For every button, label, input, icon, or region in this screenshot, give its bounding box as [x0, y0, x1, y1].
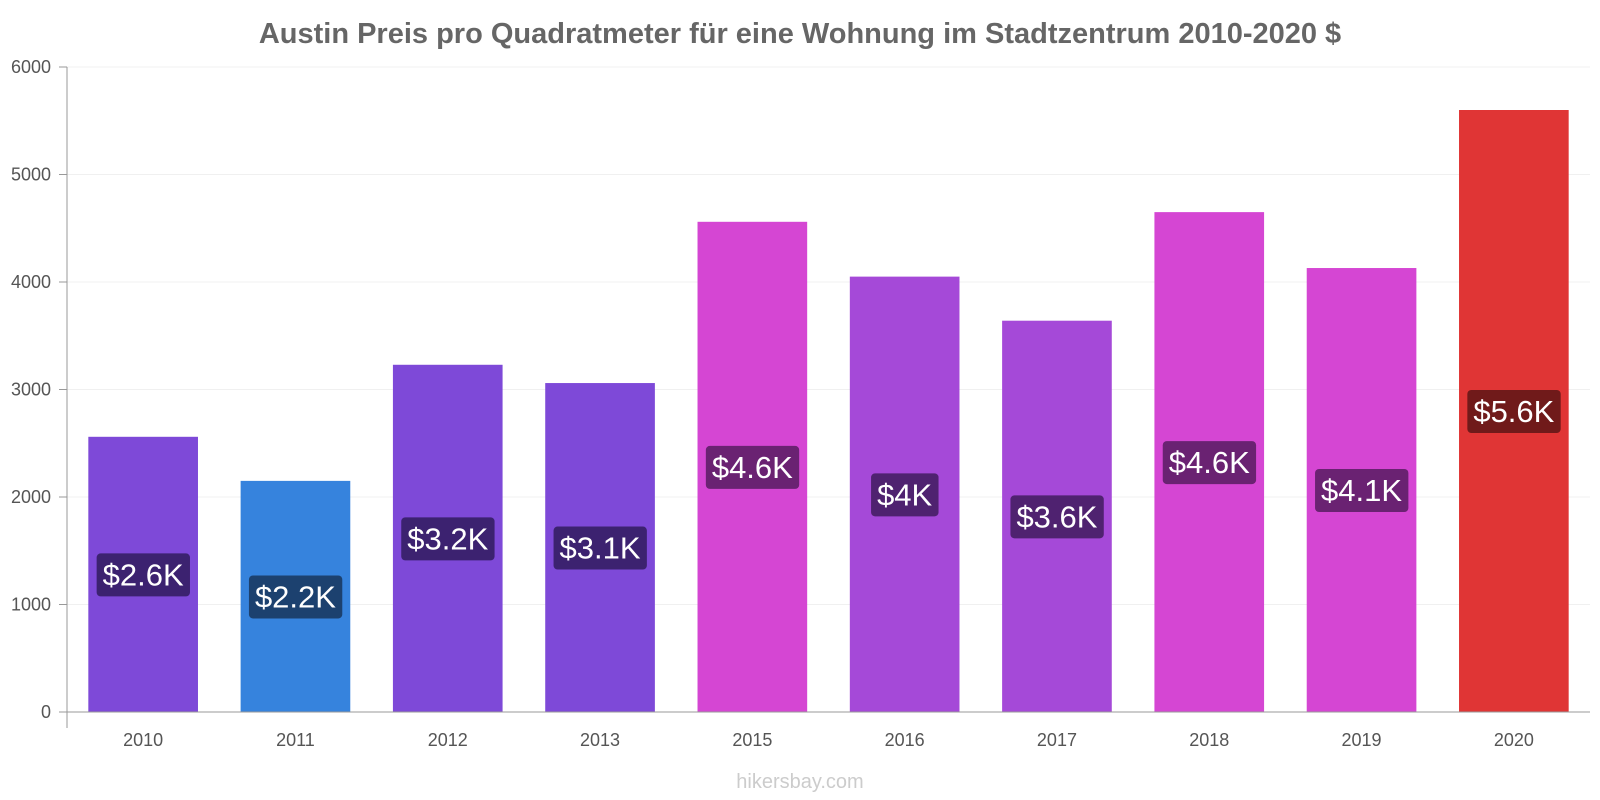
data-label-text: $2.6K: [103, 557, 184, 592]
data-label-badge: [705, 445, 800, 489]
x-tick-label: 2020: [1494, 730, 1534, 750]
y-tick-label: 5000: [11, 165, 51, 185]
data-label-badge: [401, 517, 495, 561]
y-tick-label: 4000: [11, 272, 51, 292]
data-label-text: $4K: [877, 477, 932, 512]
data-label-2019: $4.1K: [1315, 469, 1409, 513]
x-tick-label: 2013: [580, 730, 620, 750]
x-tick-label: 2018: [1189, 730, 1229, 750]
data-label-badge: [1010, 495, 1104, 539]
data-label-2010: $2.6K: [96, 553, 190, 597]
y-tick-label: 6000: [11, 57, 51, 77]
data-label-text: $4.1K: [1321, 473, 1402, 508]
data-label-2012: $3.2K: [401, 517, 495, 561]
data-label-badge: [1315, 469, 1409, 513]
data-label-2020: $5.6K: [1467, 390, 1561, 433]
data-label-text: $2.2K: [255, 579, 336, 614]
y-tick-label: 1000: [11, 595, 51, 615]
data-label-2011: $2.2K: [248, 575, 343, 619]
data-label-text: $3.2K: [407, 521, 488, 556]
data-label-badge: [1162, 441, 1257, 485]
data-labels-layer: $2.6K $2.2K $3.2K $3.1K $4.6K $4K $3.6K $4.6K $4…: [96, 390, 1561, 619]
y-tick-label: 3000: [11, 380, 51, 400]
x-tick-label: 2011: [276, 730, 315, 750]
data-label-2017: $3.6K: [1010, 495, 1104, 539]
chart-title: Austin Preis pro Quadratmeter für eine W…: [259, 18, 1341, 50]
data-label-text: $3.6K: [1016, 499, 1097, 534]
y-tick-label: 0: [41, 702, 51, 722]
x-tick-label: 2012: [428, 730, 468, 750]
watermark: hikersbay.com: [736, 771, 863, 793]
bars-layer: [88, 110, 1569, 713]
data-label-text: $4.6K: [712, 450, 793, 485]
x-tick-label: 2015: [732, 730, 772, 750]
data-label-badge: [871, 473, 939, 517]
x-tick-label: 2016: [885, 730, 925, 750]
data-label-2018: $4.6K: [1162, 441, 1257, 485]
x-tick-label: 2019: [1342, 730, 1382, 750]
data-label-badge: [96, 553, 190, 597]
x-tick-label: 2010: [123, 730, 163, 750]
data-label-badge: [1467, 390, 1561, 433]
data-label-2013: $3.1K: [553, 526, 647, 570]
data-label-badge: [553, 526, 647, 570]
data-label-text: $3.1K: [560, 531, 641, 566]
axis-layer: 0 1000 2000 3000 4000 5000 6000 2010 2011 2012 201…: [11, 57, 1590, 750]
y-tick-label: 2000: [11, 487, 51, 507]
data-label-badge: [248, 575, 343, 619]
data-label-2016: $4K: [871, 473, 939, 517]
data-label-2015: $4.6K: [705, 445, 800, 489]
data-label-text: $5.6K: [1473, 394, 1554, 429]
x-tick-label: 2017: [1037, 730, 1077, 750]
data-label-text: $4.6K: [1169, 445, 1250, 480]
